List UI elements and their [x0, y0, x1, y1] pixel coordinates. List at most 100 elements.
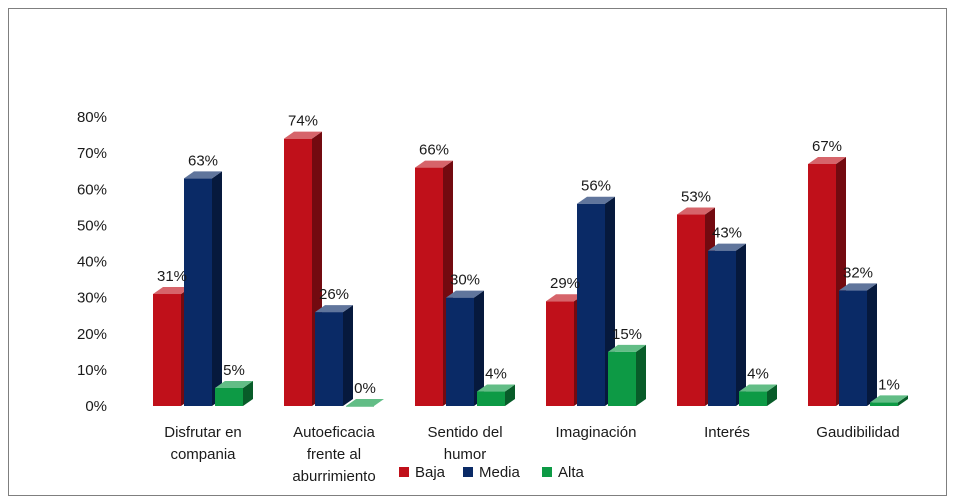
- category-label-line: Sentido del: [427, 424, 502, 441]
- bar-side: [212, 171, 222, 406]
- bar-side: [505, 384, 515, 406]
- bar-front: [808, 163, 836, 406]
- data-label: 31%: [157, 268, 187, 285]
- category-label: Disfrutar en compania: [164, 424, 242, 463]
- category-label: Interés: [704, 424, 750, 441]
- bar-alta-3: [608, 344, 646, 406]
- bar-alta-5: [870, 395, 908, 406]
- data-label: 5%: [223, 362, 245, 379]
- bar-top: [739, 384, 777, 392]
- bar-media-0: [184, 171, 222, 406]
- bar-top: [477, 384, 515, 392]
- bar-front: [839, 290, 867, 406]
- bar-top: [808, 156, 846, 164]
- category-label-line: aburrimiento: [292, 468, 375, 485]
- bar-side: [736, 243, 746, 406]
- data-label: 66%: [419, 142, 449, 159]
- bar-side: [343, 305, 353, 406]
- bar-side: [767, 384, 777, 406]
- bar-alta-4: [739, 384, 777, 406]
- bar-top: [870, 395, 908, 403]
- category-label-line: Interés: [704, 424, 750, 441]
- data-label: 67%: [812, 138, 842, 155]
- legend-swatch-baja: [399, 467, 409, 477]
- bar-front: [346, 406, 374, 407]
- bar-top: [708, 243, 746, 251]
- y-axis: 0% 10% 20% 30% 40% 50% 60% 70% 80%: [77, 109, 107, 415]
- data-label: 29%: [550, 275, 580, 292]
- chart-frame: 0% 10% 20% 30% 40% 50% 60% 70% 80% 31% 63% 5% 74% 26…: [8, 8, 947, 496]
- bar-media-4: [708, 243, 746, 406]
- category-label: Imaginación: [556, 424, 637, 441]
- y-tick-label: 20%: [77, 326, 107, 343]
- category-label-line: Gaudibilidad: [816, 424, 899, 441]
- bar-top: [677, 207, 715, 215]
- y-tick-label: 0%: [85, 398, 107, 415]
- category-label-line: Disfrutar en: [164, 424, 242, 441]
- bar-media-2: [446, 290, 484, 406]
- data-label: 4%: [747, 366, 769, 383]
- bar-front: [708, 250, 736, 406]
- bar-media-5: [839, 283, 877, 406]
- category-label: Sentido del humor: [427, 424, 502, 463]
- bar-top: [446, 290, 484, 298]
- legend-label-alta: Alta: [558, 464, 585, 481]
- bar-top: [415, 160, 453, 168]
- bar-side: [898, 395, 908, 406]
- bar-media-3: [577, 196, 615, 406]
- data-label: 32%: [843, 264, 873, 281]
- legend: Baja Media Alta: [399, 464, 585, 481]
- bar-alta-0: [215, 380, 253, 406]
- bar-front: [284, 138, 312, 407]
- category-label-line: Imaginación: [556, 424, 637, 441]
- y-tick-label: 60%: [77, 181, 107, 198]
- bar-side: [243, 380, 253, 406]
- legend-swatch-media: [463, 467, 473, 477]
- data-label: 56%: [581, 178, 611, 195]
- bar-side: [636, 344, 646, 406]
- bar-front: [608, 351, 636, 406]
- category-labels-group: Disfrutar en compania Autoeficacia frente a…: [164, 424, 899, 485]
- legend-swatch-alta: [542, 467, 552, 477]
- bar-front: [739, 391, 767, 406]
- bar-front: [677, 214, 705, 406]
- bar-top: [608, 344, 646, 352]
- data-label: 30%: [450, 272, 480, 289]
- bars-group: [153, 131, 908, 407]
- data-label: 1%: [878, 376, 900, 393]
- y-tick-label: 30%: [77, 290, 107, 307]
- category-label: Autoeficacia frente al aburrimiento: [292, 424, 375, 485]
- data-label: 15%: [612, 326, 642, 343]
- bar-top: [315, 305, 353, 313]
- bar-front: [184, 178, 212, 406]
- bar-top: [153, 287, 191, 295]
- bar-side: [867, 283, 877, 406]
- bar-top: [577, 196, 615, 204]
- category-label-line: humor: [444, 446, 487, 463]
- bar-baja-0: [153, 287, 191, 406]
- bar-top: [346, 399, 384, 406]
- y-tick-label: 80%: [77, 109, 107, 126]
- bar-top: [215, 380, 253, 388]
- bar-side: [474, 290, 484, 406]
- bar-front: [577, 203, 605, 406]
- data-label: 4%: [485, 366, 507, 383]
- bar-front: [446, 297, 474, 406]
- bar-front: [546, 301, 574, 406]
- bar-front: [415, 167, 443, 406]
- bar-alta-1: [346, 399, 384, 407]
- category-label-line: compania: [170, 446, 236, 463]
- bar-front: [315, 312, 343, 406]
- bar-front: [153, 294, 181, 406]
- bar-top: [184, 171, 222, 179]
- data-label: 63%: [188, 152, 218, 169]
- data-label: 53%: [681, 189, 711, 206]
- legend-label-baja: Baja: [415, 464, 446, 481]
- data-labels-group: 31% 63% 5% 74% 26% 0% 66% 30% 4% 29% 56% 15% 53% 43% 4…: [157, 113, 900, 397]
- y-tick-label: 50%: [77, 217, 107, 234]
- bar-front: [215, 387, 243, 406]
- category-label-line: frente al: [307, 446, 361, 463]
- y-tick-label: 10%: [77, 362, 107, 379]
- category-label: Gaudibilidad: [816, 424, 899, 441]
- category-label-line: Autoeficacia: [293, 424, 375, 441]
